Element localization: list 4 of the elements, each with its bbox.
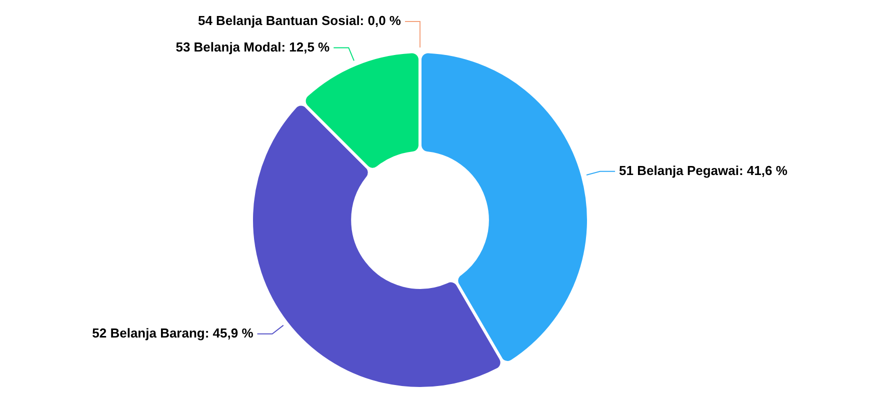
slice-label: 51 Belanja Pegawai: 41,6 % [619,162,788,178]
category-label: 54 Belanja Bantuan Sosial: 0,0 % [198,13,401,28]
slice-label: 53 Belanja Modal: 12,5 % [176,39,330,54]
slice-label: 52 Belanja Barang: 45,9 % [92,325,254,340]
